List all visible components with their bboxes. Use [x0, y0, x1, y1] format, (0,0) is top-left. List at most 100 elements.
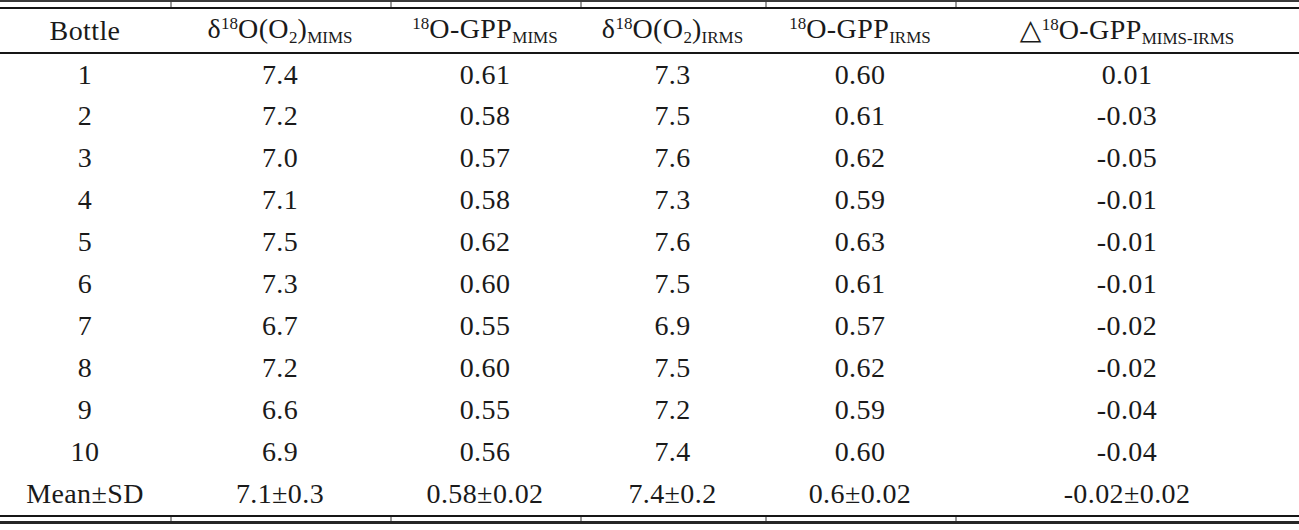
- header-sub-text: 2: [683, 28, 692, 47]
- cell-18O-GPP-IRMS: 0.59: [765, 179, 955, 221]
- header-row: Bottleδ18O(O2)MIMS18O-GPPMIMSδ18O(O2)IRM…: [0, 9, 1299, 53]
- cell-d18O-O2-MIMS: 7.0: [170, 137, 390, 179]
- column-header-bottle: Bottle: [0, 9, 170, 53]
- cell-d18O-O2-MIMS: 7.1±0.3: [170, 473, 390, 515]
- table-row: 67.30.607.50.61-0.01: [0, 263, 1299, 305]
- header-text: △: [1020, 14, 1042, 45]
- cell-18O-GPP-MIMS: 0.61: [390, 53, 580, 95]
- cell-18O-GPP-MIMS: 0.55: [390, 305, 580, 347]
- cell-d18O-O2-IRMS: 7.4±0.2: [580, 473, 765, 515]
- column-header-d18O-O2-MIMS: δ18O(O2)MIMS: [170, 9, 390, 53]
- cell-18O-GPP-MIMS: 0.58: [390, 95, 580, 137]
- header-text: O-GPP: [429, 13, 512, 44]
- table-row: 47.10.587.30.59-0.01: [0, 179, 1299, 221]
- cell-18O-GPP-IRMS: 0.6±0.02: [765, 473, 955, 515]
- cell-delta-18O-GPP-MIMS-IRMS: -0.02: [955, 347, 1299, 389]
- column-header-18O-GPP-IRMS: 18O-GPPIRMS: [765, 9, 955, 53]
- cell-18O-GPP-MIMS: 0.60: [390, 347, 580, 389]
- header-sub-text: IRMS: [702, 28, 744, 47]
- header-text: Bottle: [50, 15, 121, 46]
- column-divider-tick: [955, 2, 957, 7]
- column-divider-tick: [390, 2, 392, 7]
- column-divider-tick: [170, 517, 172, 521]
- header-sup-text: 18: [221, 14, 238, 33]
- header-sub-text: MIMS-IRMS: [1142, 29, 1235, 48]
- column-divider-tick: [580, 517, 582, 521]
- cell-bottle: 7: [0, 305, 170, 347]
- column-header-d18O-O2-IRMS: δ18O(O2)IRMS: [580, 9, 765, 53]
- cell-18O-GPP-IRMS: 0.60: [765, 431, 955, 473]
- header-text: δ: [602, 13, 616, 44]
- results-table: Bottleδ18O(O2)MIMS18O-GPPMIMSδ18O(O2)IRM…: [0, 9, 1299, 515]
- header-sub-text: IRMS: [889, 28, 931, 47]
- cell-d18O-O2-IRMS: 7.4: [580, 431, 765, 473]
- header-text: O(O: [632, 13, 683, 44]
- table-row: 76.70.556.90.57-0.02: [0, 305, 1299, 347]
- header-sub-text: MIMS: [512, 28, 557, 47]
- cell-bottle: 3: [0, 137, 170, 179]
- cell-delta-18O-GPP-MIMS-IRMS: -0.04: [955, 431, 1299, 473]
- cell-bottle: 6: [0, 263, 170, 305]
- cell-d18O-O2-IRMS: 7.3: [580, 179, 765, 221]
- cell-bottle: 8: [0, 347, 170, 389]
- cell-bottle: 1: [0, 53, 170, 95]
- header-text: O-GPP: [806, 13, 889, 44]
- cell-18O-GPP-IRMS: 0.61: [765, 263, 955, 305]
- cell-d18O-O2-MIMS: 6.7: [170, 305, 390, 347]
- cell-18O-GPP-MIMS: 0.57: [390, 137, 580, 179]
- summary-row: Mean±SD7.1±0.30.58±0.027.4±0.20.6±0.02-0…: [0, 473, 1299, 515]
- cell-bottle: 4: [0, 179, 170, 221]
- cell-delta-18O-GPP-MIMS-IRMS: -0.01: [955, 263, 1299, 305]
- cell-18O-GPP-IRMS: 0.62: [765, 347, 955, 389]
- cell-d18O-O2-MIMS: 7.5: [170, 221, 390, 263]
- header-sup-text: 18: [1042, 15, 1059, 34]
- cell-18O-GPP-MIMS: 0.58: [390, 179, 580, 221]
- table-row: 17.40.617.30.600.01: [0, 53, 1299, 95]
- table-body: 17.40.617.30.600.0127.20.587.50.61-0.033…: [0, 53, 1299, 515]
- header-sub-text: MIMS: [307, 28, 352, 47]
- cell-18O-GPP-IRMS: 0.60: [765, 53, 955, 95]
- cell-18O-GPP-MIMS: 0.56: [390, 431, 580, 473]
- cell-delta-18O-GPP-MIMS-IRMS: -0.01: [955, 179, 1299, 221]
- table-row: 87.20.607.50.62-0.02: [0, 347, 1299, 389]
- cell-bottle: Mean±SD: [0, 473, 170, 515]
- cell-18O-GPP-MIMS: 0.60: [390, 263, 580, 305]
- header-text: O(O: [238, 13, 289, 44]
- column-divider-tick: [390, 517, 392, 521]
- cell-d18O-O2-IRMS: 7.5: [580, 95, 765, 137]
- column-divider-tick: [170, 2, 172, 7]
- column-divider-tick: [580, 2, 582, 7]
- cell-d18O-O2-MIMS: 6.6: [170, 389, 390, 431]
- table-row: 57.50.627.60.63-0.01: [0, 221, 1299, 263]
- cell-d18O-O2-IRMS: 7.6: [580, 137, 765, 179]
- cell-d18O-O2-MIMS: 7.3: [170, 263, 390, 305]
- cell-delta-18O-GPP-MIMS-IRMS: -0.04: [955, 389, 1299, 431]
- header-text: ): [297, 13, 307, 44]
- cell-bottle: 2: [0, 95, 170, 137]
- cell-18O-GPP-MIMS: 0.58±0.02: [390, 473, 580, 515]
- header-sup-text: 18: [789, 14, 806, 33]
- cell-d18O-O2-IRMS: 7.3: [580, 53, 765, 95]
- cell-d18O-O2-MIMS: 7.2: [170, 95, 390, 137]
- column-header-delta-18O-GPP-MIMS-IRMS: △18O-GPPMIMS-IRMS: [955, 9, 1299, 53]
- cell-delta-18O-GPP-MIMS-IRMS: -0.03: [955, 95, 1299, 137]
- table-row: 27.20.587.50.61-0.03: [0, 95, 1299, 137]
- cell-delta-18O-GPP-MIMS-IRMS: -0.02±0.02: [955, 473, 1299, 515]
- column-divider-tick: [765, 2, 767, 7]
- cell-d18O-O2-MIMS: 6.9: [170, 431, 390, 473]
- cell-d18O-O2-MIMS: 7.4: [170, 53, 390, 95]
- cell-18O-GPP-IRMS: 0.63: [765, 221, 955, 263]
- cell-d18O-O2-IRMS: 7.2: [580, 389, 765, 431]
- cell-d18O-O2-MIMS: 7.1: [170, 179, 390, 221]
- table-row: 96.60.557.20.59-0.04: [0, 389, 1299, 431]
- header-sup-text: 18: [412, 14, 429, 33]
- table-top-border: [0, 0, 1299, 9]
- cell-bottle: 5: [0, 221, 170, 263]
- header-text: O-GPP: [1059, 14, 1142, 45]
- cell-18O-GPP-MIMS: 0.55: [390, 389, 580, 431]
- header-text: δ: [207, 13, 221, 44]
- table-row: 106.90.567.40.60-0.04: [0, 431, 1299, 473]
- cell-delta-18O-GPP-MIMS-IRMS: -0.05: [955, 137, 1299, 179]
- cell-18O-GPP-IRMS: 0.59: [765, 389, 955, 431]
- cell-bottle: 9: [0, 389, 170, 431]
